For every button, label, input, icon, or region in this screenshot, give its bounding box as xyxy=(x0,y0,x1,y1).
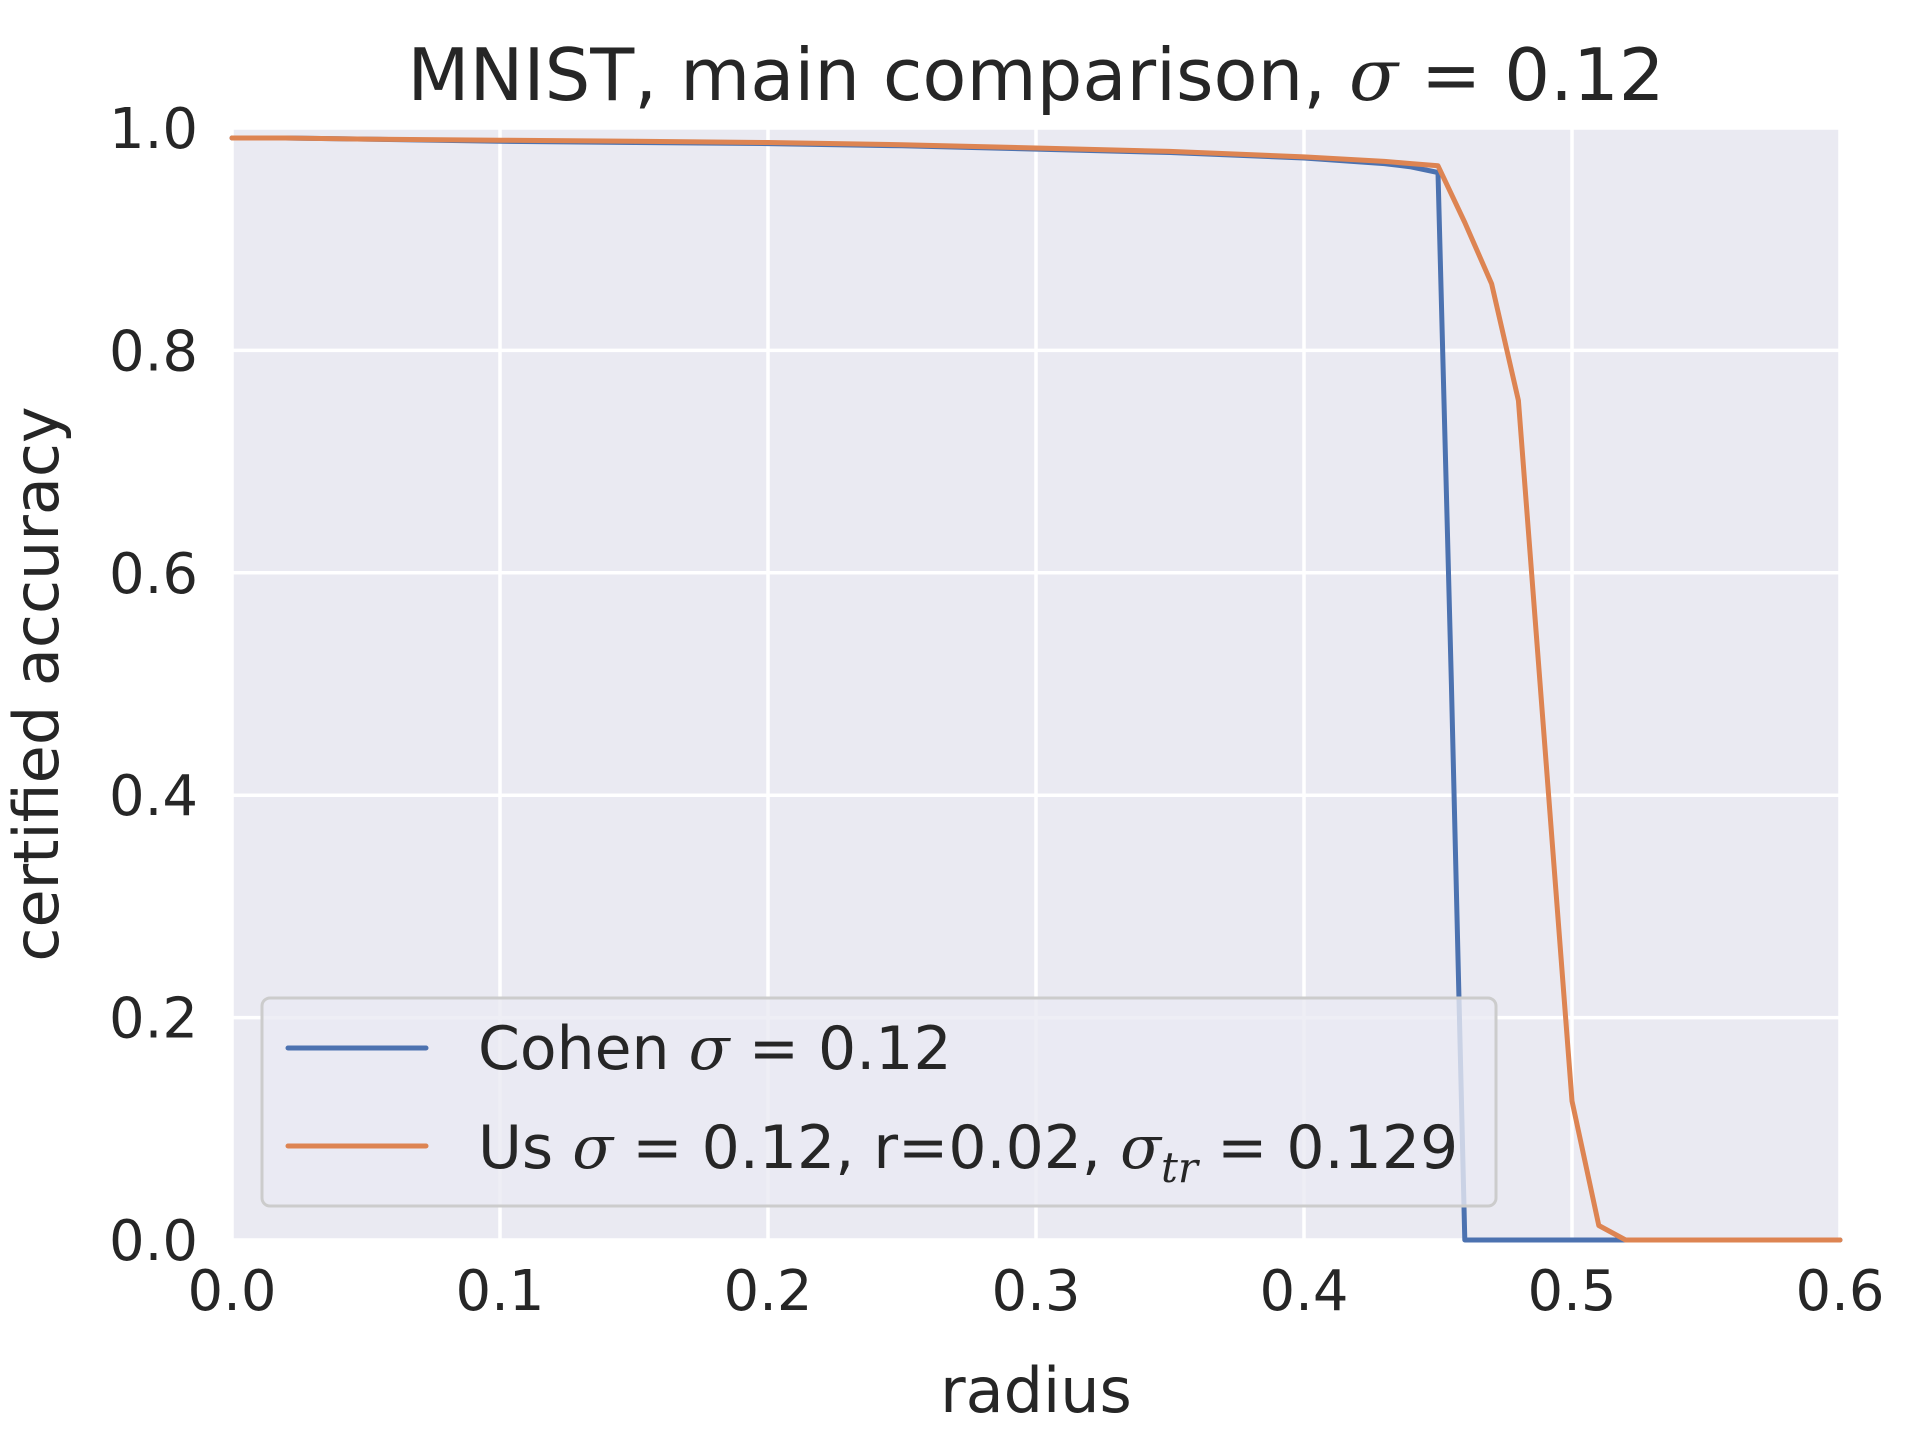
x-axis-label: radius xyxy=(940,1354,1132,1427)
y-axis-label: certified accuracy xyxy=(0,406,73,961)
y-tick-label: 0.4 xyxy=(109,764,198,829)
x-tick-label: 0.0 xyxy=(187,1259,276,1324)
y-tick-labels: 0.0 0.2 0.4 0.6 0.8 1.0 xyxy=(109,97,198,1274)
x-tick-label: 0.5 xyxy=(1527,1259,1616,1324)
x-tick-label: 0.4 xyxy=(1259,1259,1348,1324)
x-tick-labels: 0.0 0.1 0.2 0.3 0.4 0.5 0.6 xyxy=(187,1259,1884,1324)
series-line-us xyxy=(229,135,1843,1243)
y-tick-label: 0.0 xyxy=(109,1209,198,1274)
legend: Cohen σ = 0.12 Us σ = 0.12, r=0.02, σtr … xyxy=(260,996,1498,1208)
x-tick-label: 0.2 xyxy=(723,1259,812,1324)
x-tick-label: 0.3 xyxy=(991,1259,1080,1324)
y-tick-label: 0.8 xyxy=(109,319,198,384)
series-lines xyxy=(229,135,1843,1243)
chart-title: MNIST, main comparison, σ = 0.12 xyxy=(407,33,1664,117)
x-tick-label: 0.6 xyxy=(1795,1259,1884,1324)
y-tick-label: 0.6 xyxy=(109,542,198,607)
x-tick-label: 0.1 xyxy=(455,1259,544,1324)
y-tick-label: 1.0 xyxy=(109,97,198,162)
y-tick-label: 0.2 xyxy=(109,987,198,1052)
legend-label-cohen: Cohen σ = 0.12 xyxy=(478,1014,952,1084)
legend-label-us: Us σ = 0.12, r=0.02, σtr = 0.129 xyxy=(478,1113,1458,1192)
legend-box xyxy=(260,996,1498,1208)
